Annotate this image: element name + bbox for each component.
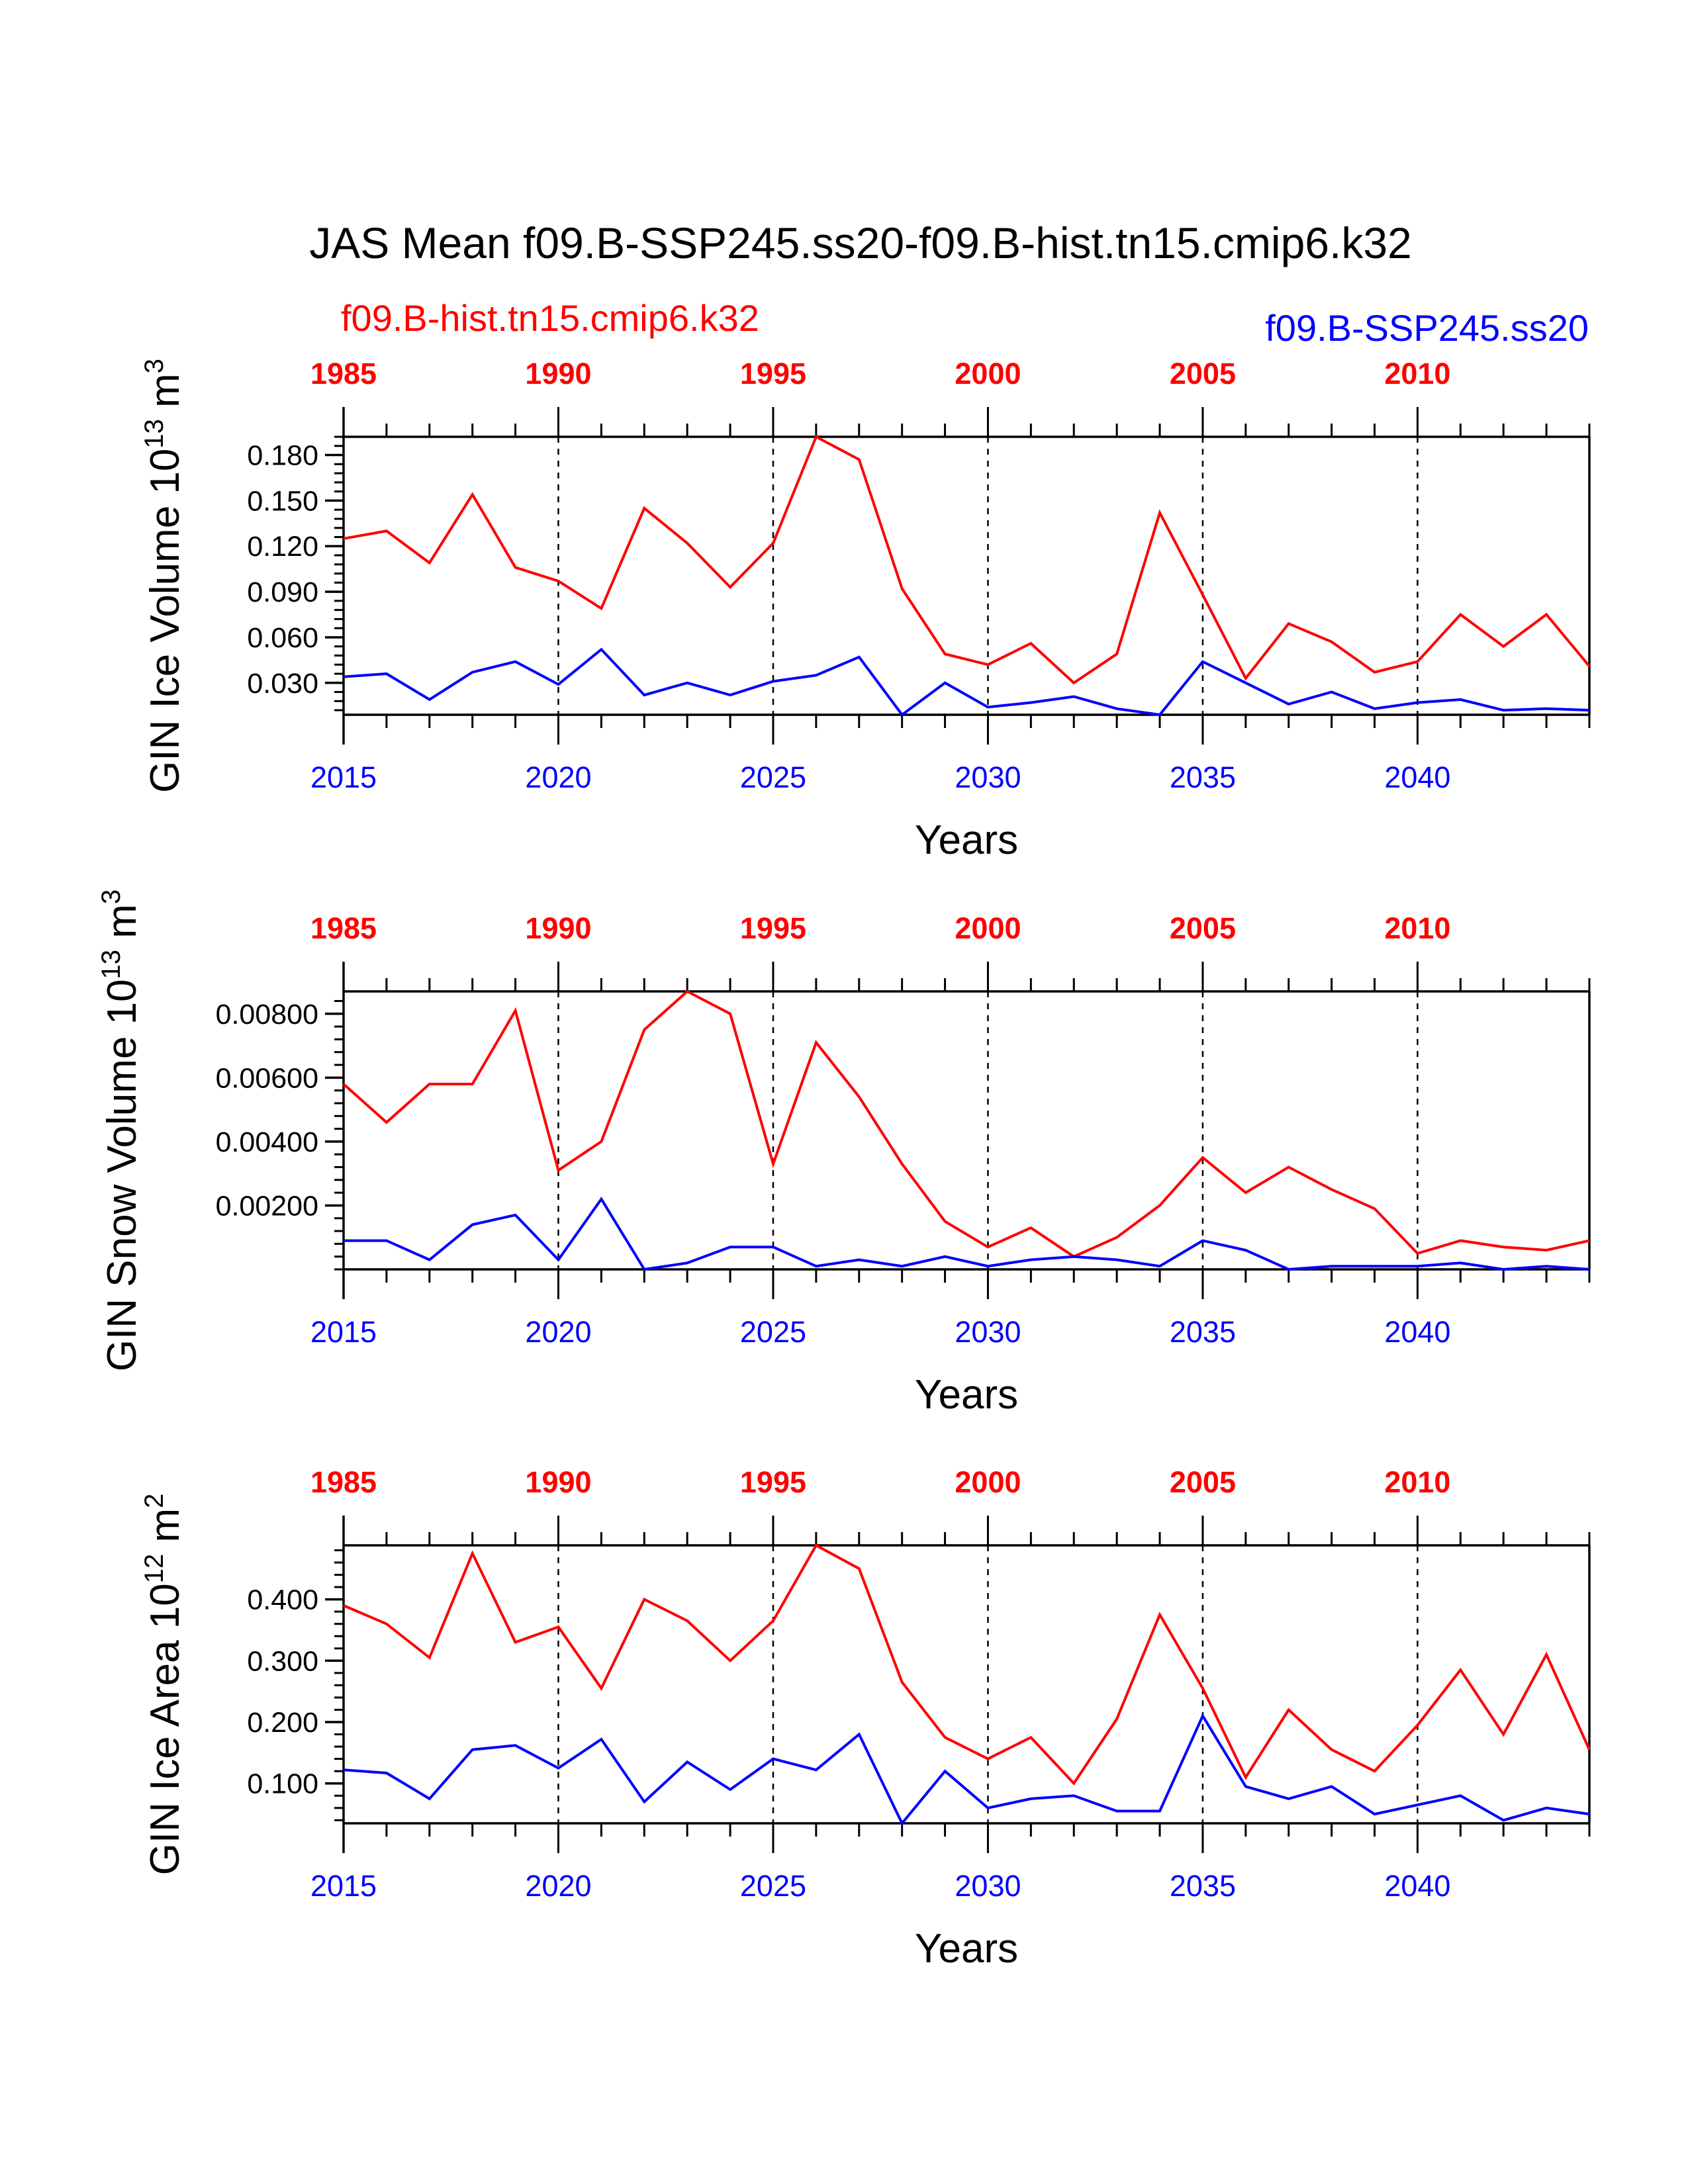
legend-hist-label: f09.B-hist.tn15.cmip6.k32: [341, 297, 759, 339]
panel1-bottom-x-tick-label: 2035: [1170, 1315, 1236, 1349]
panel1-bottom-x-tick-label: 2040: [1384, 1315, 1450, 1349]
panel2-y-tick-label: 0.400: [247, 1584, 318, 1616]
panel2-top-x-tick-label: 2000: [955, 1465, 1021, 1499]
panel1-y-tick-label: 0.00200: [216, 1190, 318, 1222]
panel0-bottom-x-tick-label: 2015: [310, 760, 377, 794]
panel1-top-x-tick-label: 2005: [1170, 911, 1236, 945]
panel1-top-x-tick-label: 2000: [955, 911, 1021, 945]
panel1-y-tick-label: 0.00600: [216, 1062, 318, 1094]
panel2-series-line-ssp: [343, 1713, 1590, 1826]
panel0-top-x-tick-label: 2010: [1384, 357, 1450, 390]
panel2-bottom-x-tick-label: 2030: [955, 1869, 1021, 1903]
panel2-series-line-hist: [343, 1543, 1591, 1786]
panel0-y-tick-label: 0.180: [247, 440, 318, 472]
panel0-top-x-tick-label: 2005: [1170, 357, 1236, 390]
panel1-y-tick-label: 0.00400: [216, 1126, 318, 1158]
panel0-y-tick-label: 0.150: [247, 485, 318, 517]
panel-ice-volume: 0.030 0.060 0.090 0.120 0.150 0.180 1985 1990 19…: [140, 357, 1591, 863]
panel0-bottom-x-tick-label: 2035: [1170, 760, 1236, 794]
panel0-top-x-tick-label: 1985: [310, 357, 377, 390]
panel0-series-line-hist: [343, 435, 1591, 685]
panel1-y-tick-label: 0.00800: [216, 999, 318, 1030]
panel-snow-volume: 0.00200 0.00400 0.00600 0.00800 1985 1990 1995…: [97, 889, 1591, 1418]
panel1-series-line-hist: [342, 989, 1590, 1258]
panel2-y-axis-title: GIN Ice Area 1012 m2: [140, 1494, 188, 1876]
panel1-bottom-x-tick-label: 2030: [955, 1315, 1021, 1349]
panel2-x-axis-title: Years: [915, 1926, 1018, 1972]
panel1-top-x-tick-label: 1990: [525, 911, 591, 945]
panel1-x-axis-title: Years: [915, 1372, 1018, 1418]
panel2-top-x-tick-label: 1995: [740, 1465, 806, 1499]
panel2-bottom-x-tick-label: 2025: [740, 1869, 806, 1903]
panel2-bottom-x-tick-label: 2040: [1384, 1869, 1450, 1903]
panel0-x-axis-title: Years: [915, 817, 1018, 863]
panel1-bottom-x-tick-label: 2020: [525, 1315, 591, 1349]
figure-title: JAS Mean f09.B-SSP245.ss20-f09.B-hist.tn…: [309, 218, 1412, 267]
panel0-bottom-x-tick-label: 2020: [525, 760, 591, 794]
panel1-series-line-ssp: [344, 1197, 1590, 1271]
panel2-top-x-tick-label: 2005: [1170, 1465, 1236, 1499]
panel2-top-x-tick-label: 1990: [525, 1465, 591, 1499]
panel2-bottom-x-tick-label: 2035: [1170, 1869, 1236, 1903]
panel0-bottom-x-tick-label: 2025: [740, 760, 806, 794]
panel0-y-axis-title: GIN Ice Volume 1013 m3: [140, 359, 188, 793]
panel0-top-x-tick-label: 2000: [955, 357, 1021, 390]
panel1-y-axis-title: GIN Snow Volume 1013 m3: [97, 889, 145, 1371]
panel1-top-x-tick-label: 2010: [1384, 911, 1450, 945]
panel0-top-x-tick-label: 1990: [525, 357, 591, 390]
panel-ice-area: 0.100 0.200 0.300 0.400 1985 1990 1995 2000 2005…: [140, 1465, 1591, 1972]
panel2-y-tick-label: 0.300: [247, 1645, 318, 1677]
panel2-bottom-x-tick-label: 2015: [310, 1869, 377, 1903]
panel0-y-tick-label: 0.090: [247, 576, 318, 608]
panel1-top-x-tick-label: 1985: [310, 911, 377, 945]
panel2-top-x-tick-label: 2010: [1384, 1465, 1450, 1499]
panel0-series-line-ssp: [343, 647, 1590, 717]
legend-ssp-label: f09.B-SSP245.ss20: [1265, 307, 1589, 349]
panel2-bottom-x-tick-label: 2020: [525, 1869, 591, 1903]
panel0-bottom-x-tick-label: 2040: [1384, 760, 1450, 794]
panel1-top-x-tick-label: 1995: [740, 911, 806, 945]
panel1-bottom-x-tick-label: 2025: [740, 1315, 806, 1349]
panel2-y-tick-label: 0.100: [247, 1768, 318, 1800]
panel2-top-x-tick-label: 1985: [310, 1465, 377, 1499]
panel2-y-tick-label: 0.200: [247, 1707, 318, 1739]
panel0-top-x-tick-label: 1995: [740, 357, 806, 390]
panel0-bottom-x-tick-label: 2030: [955, 760, 1021, 794]
panel0-y-tick-label: 0.120: [247, 531, 318, 563]
panel0-y-tick-label: 0.030: [247, 668, 318, 700]
panel0-y-tick-label: 0.060: [247, 622, 318, 654]
panel1-bottom-x-tick-label: 2015: [310, 1315, 377, 1349]
